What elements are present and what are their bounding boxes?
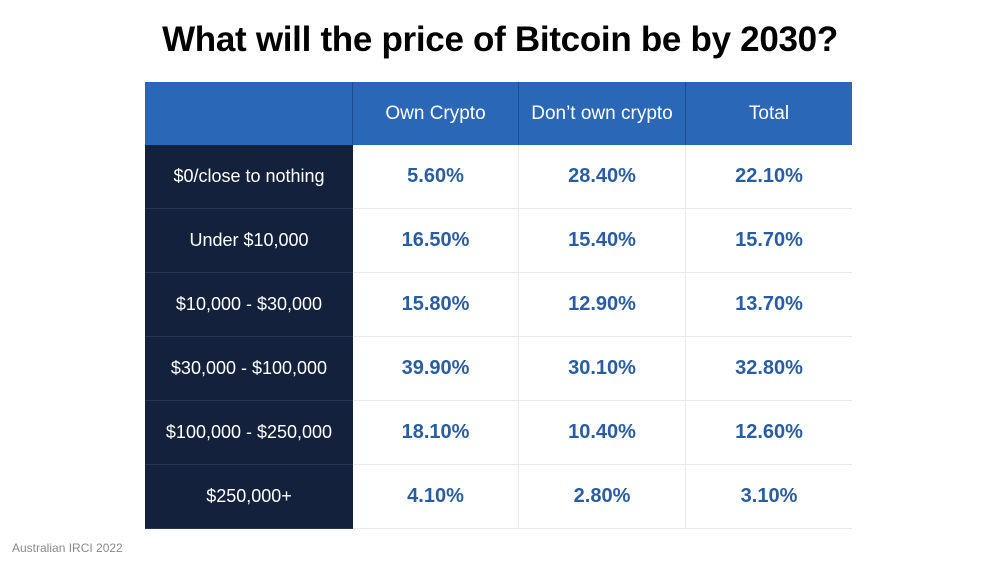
table-row: $0/close to nothing 5.60% 28.40% 22.10% [145,145,852,209]
header-cell-own-crypto: Own Crypto [353,82,519,145]
value-cell-total: 22.10% [686,145,852,209]
value-cell-total: 15.70% [686,209,852,273]
header-cell-total: Total [686,82,852,145]
value-cell-total: 13.70% [686,273,852,337]
value-cell-dont-own-crypto: 2.80% [519,465,686,529]
data-table: Own Crypto Don’t own crypto Total $0/clo… [145,82,852,529]
value-cell-dont-own-crypto: 10.40% [519,401,686,465]
row-label: $250,000+ [145,465,353,529]
value-cell-own-crypto: 15.80% [353,273,519,337]
value-cell-dont-own-crypto: 12.90% [519,273,686,337]
source-note: Australian IRCI 2022 [12,541,123,555]
header-cell-dont-own-crypto: Don’t own crypto [519,82,686,145]
value-cell-total: 32.80% [686,337,852,401]
value-cell-dont-own-crypto: 15.40% [519,209,686,273]
table-header-row: Own Crypto Don’t own crypto Total [145,82,852,145]
row-label: $0/close to nothing [145,145,353,209]
row-label: $10,000 - $30,000 [145,273,353,337]
value-cell-own-crypto: 39.90% [353,337,519,401]
value-cell-total: 3.10% [686,465,852,529]
header-cell-empty [145,82,353,145]
table-row: Under $10,000 16.50% 15.40% 15.70% [145,209,852,273]
value-cell-dont-own-crypto: 30.10% [519,337,686,401]
value-cell-own-crypto: 18.10% [353,401,519,465]
table-row: $30,000 - $100,000 39.90% 30.10% 32.80% [145,337,852,401]
row-label: $100,000 - $250,000 [145,401,353,465]
value-cell-total: 12.60% [686,401,852,465]
value-cell-dont-own-crypto: 28.40% [519,145,686,209]
row-label: $30,000 - $100,000 [145,337,353,401]
table-row: $100,000 - $250,000 18.10% 10.40% 12.60% [145,401,852,465]
value-cell-own-crypto: 16.50% [353,209,519,273]
chart-title: What will the price of Bitcoin be by 203… [162,20,838,59]
value-cell-own-crypto: 4.10% [353,465,519,529]
table-row: $250,000+ 4.10% 2.80% 3.10% [145,465,852,529]
row-label: Under $10,000 [145,209,353,273]
table-row: $10,000 - $30,000 15.80% 12.90% 13.70% [145,273,852,337]
value-cell-own-crypto: 5.60% [353,145,519,209]
